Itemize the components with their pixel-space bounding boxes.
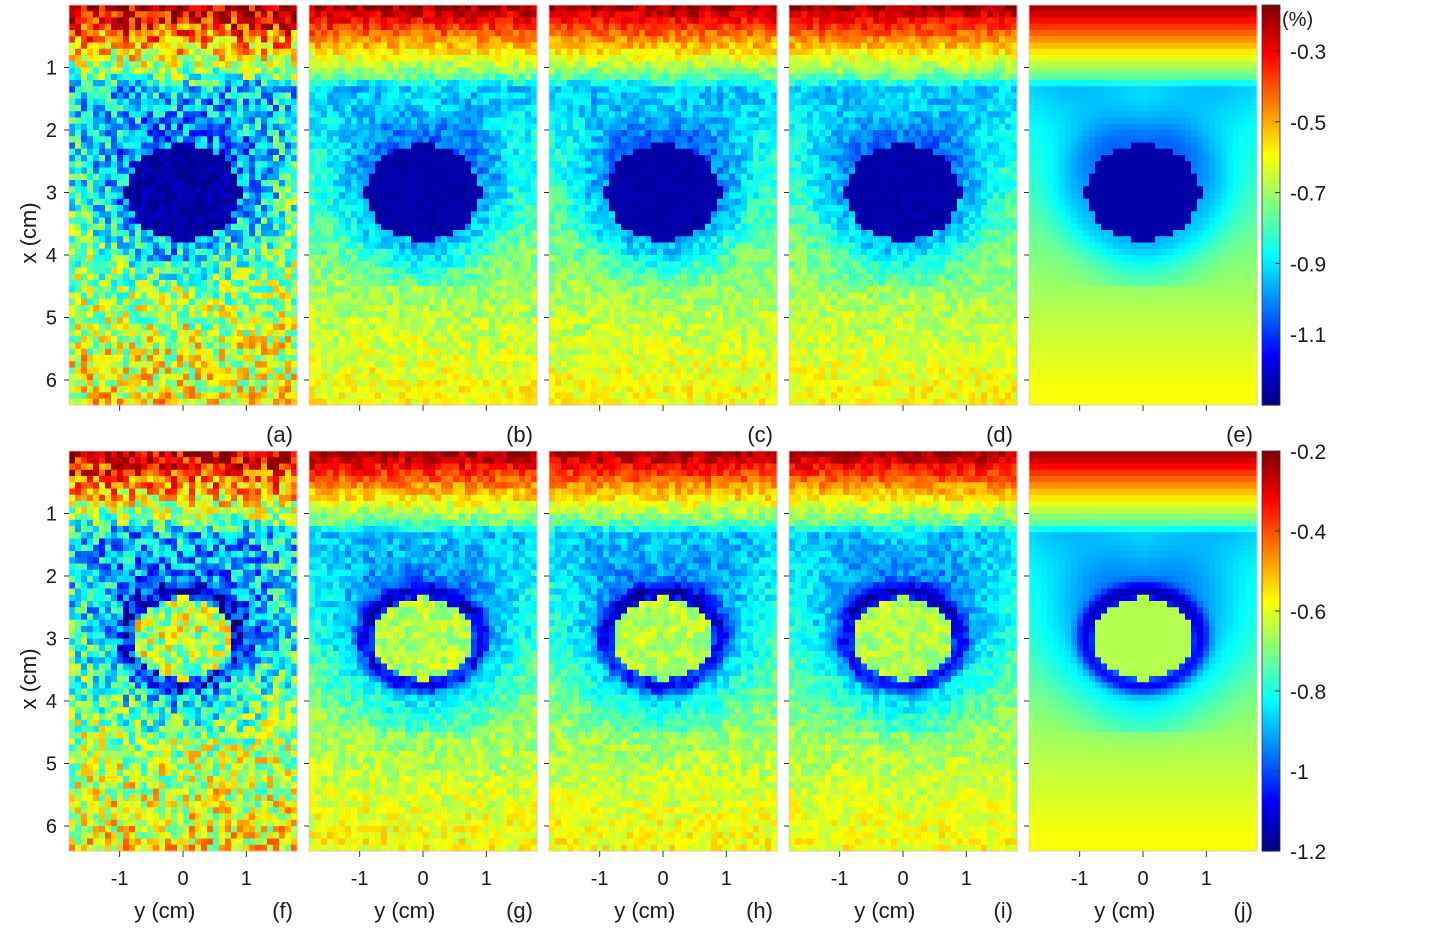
y-tick-label: 1: [46, 504, 57, 526]
colorbar-tick-label: -0.8: [1290, 681, 1326, 704]
heatmap-panel-h: [549, 451, 778, 852]
x-axis-label: y (cm): [614, 898, 675, 923]
heatmap-panel-c: [549, 5, 778, 406]
heatmap-panel-a: [69, 5, 298, 406]
y-tick-label: 1: [46, 58, 57, 80]
panel-label: (a): [266, 422, 293, 447]
colorbar-tick-label: -1: [1290, 761, 1309, 784]
x-tick-label: 0: [657, 868, 668, 890]
x-tick-label: 0: [417, 868, 428, 890]
x-tick-label: 0: [897, 868, 908, 890]
x-tick-label: 1: [241, 868, 252, 890]
panel-label: (b): [506, 422, 533, 447]
y-tick-label: 6: [46, 370, 57, 392]
y-axis-label: x (cm): [16, 202, 41, 263]
colorbar-tick-label: -0.7: [1290, 183, 1326, 206]
y-tick-label: 5: [46, 754, 57, 776]
panel-label: (j): [1233, 898, 1253, 923]
heatmap-panel-g: [309, 451, 538, 852]
x-axis-label: y (cm): [374, 898, 435, 923]
x-tick-label: 0: [177, 868, 188, 890]
colorbar-unit-label: (%): [1282, 9, 1313, 31]
y-tick-label: 6: [46, 816, 57, 838]
colorbar-tick-label: -0.9: [1290, 253, 1326, 276]
colorbar-tick-label: -1.1: [1290, 324, 1326, 347]
x-tick-label: -1: [1071, 868, 1089, 890]
y-tick-label: 4: [46, 245, 57, 267]
panel-label: (h): [746, 898, 773, 923]
y-tick-label: 2: [46, 566, 57, 588]
x-tick-label: -1: [831, 868, 849, 890]
x-tick-label: 1: [721, 868, 732, 890]
x-tick-label: 1: [1201, 868, 1212, 890]
heatmap-panel-b: [309, 5, 538, 406]
colorbar-row-1: -0.3 -0.5 -0.7 -0.9 -1.1 (%): [1262, 5, 1326, 406]
y-axis-label: x (cm): [16, 648, 41, 709]
x-axis-label: y (cm): [854, 898, 915, 923]
colorbar-tick-label: -0.4: [1290, 521, 1327, 544]
x-tick-label: 1: [481, 868, 492, 890]
y-tick-label: 3: [46, 629, 57, 651]
x-axis-label: y (cm): [1094, 898, 1155, 923]
x-tick-label: -1: [111, 868, 129, 890]
colorbar-tick-label: -0.2: [1290, 441, 1326, 464]
x-tick-label: -1: [351, 868, 369, 890]
x-tick-label: 0: [1137, 868, 1148, 890]
colorbar-tick-label: -0.5: [1290, 112, 1326, 135]
heatmap-panel-d: [789, 5, 1018, 406]
panel-label: (i): [993, 898, 1013, 923]
x-tick-label: -1: [591, 868, 609, 890]
panel-label: (c): [747, 422, 773, 447]
x-tick-label: 1: [961, 868, 972, 890]
heatmap-panel-i: [789, 451, 1018, 852]
panel-label: (f): [272, 898, 293, 923]
panel-label: (g): [506, 898, 533, 923]
colorbar-tick-label: -1.2: [1290, 841, 1326, 864]
panel-label: (d): [986, 422, 1013, 447]
panel-label: (e): [1226, 422, 1253, 447]
heatmap-panel-f: [69, 451, 298, 852]
colorbar-row-2: -0.2 -0.4 -0.6 -0.8 -1 -1.2: [1262, 441, 1327, 864]
y-tick-label: 4: [46, 691, 57, 713]
x-axis-label: y (cm): [134, 898, 195, 923]
y-tick-label: 3: [46, 183, 57, 205]
colorbar-tick-label: -0.6: [1290, 601, 1326, 624]
y-tick-label: 2: [46, 120, 57, 142]
colorbar-tick-label: -0.3: [1290, 41, 1326, 64]
heatmap-panel-e: [1029, 5, 1258, 406]
y-tick-label: 5: [46, 308, 57, 330]
heatmap-panel-j: [1029, 451, 1258, 852]
